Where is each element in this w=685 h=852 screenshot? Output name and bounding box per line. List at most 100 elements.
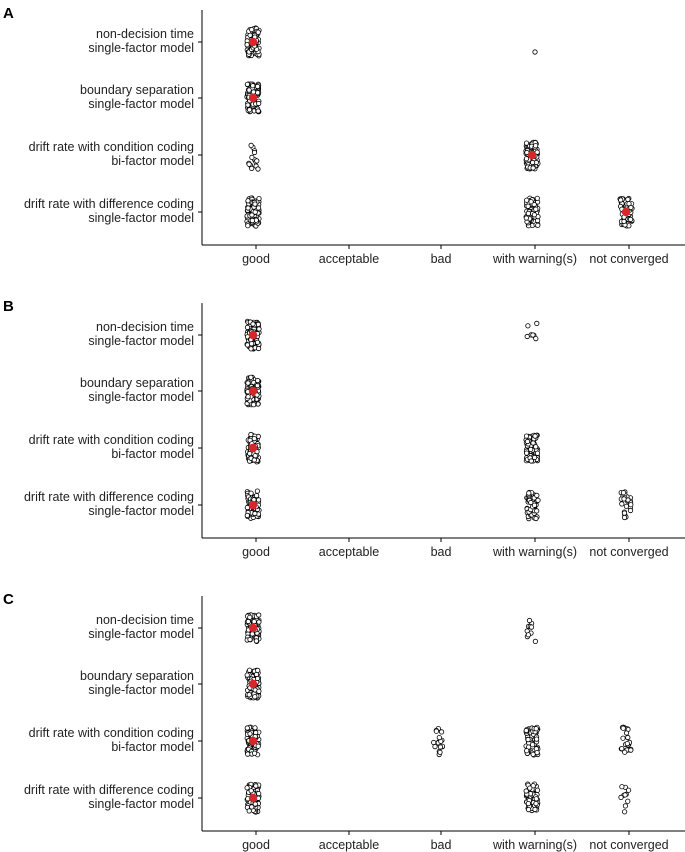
data-point	[523, 727, 529, 734]
data-point	[533, 206, 539, 212]
data-point	[619, 784, 625, 790]
y-tick-label: non-decision time	[96, 27, 194, 41]
data-point	[438, 729, 445, 735]
data-point	[531, 502, 538, 508]
data-point	[254, 339, 261, 345]
data-point	[255, 108, 261, 114]
data-point	[529, 742, 536, 748]
data-point	[249, 26, 255, 33]
data-point	[246, 692, 252, 698]
data-point	[620, 735, 626, 741]
y-tick-label: single-factor model	[88, 97, 194, 111]
data-point	[535, 222, 541, 228]
x-tick-label: not converged	[589, 838, 668, 852]
data-point	[252, 725, 258, 731]
data-point	[245, 618, 251, 625]
mean-marker	[248, 37, 258, 47]
x-tick-label: with warning(s)	[492, 838, 577, 852]
data-point	[254, 158, 260, 164]
x-tick-label: acceptable	[319, 545, 380, 559]
data-point	[532, 433, 538, 439]
panel-label: A	[3, 5, 14, 22]
data-point	[255, 377, 261, 384]
data-point	[251, 618, 257, 625]
data-point	[249, 631, 255, 637]
data-point	[254, 488, 260, 494]
data-point	[619, 746, 625, 752]
data-point	[533, 335, 539, 342]
data-point	[252, 201, 258, 207]
data-point	[525, 801, 532, 807]
data-point	[256, 326, 262, 332]
data-point	[255, 29, 261, 35]
x-tick-label: good	[242, 252, 270, 266]
data-point	[251, 436, 257, 442]
x-tick-label: bad	[431, 838, 452, 852]
data-point	[534, 492, 540, 498]
data-point	[523, 450, 530, 456]
data-point	[246, 87, 252, 93]
data-point	[625, 787, 632, 793]
data-point	[247, 667, 253, 673]
data-point	[627, 507, 634, 514]
y-tick-label: non-decision time	[96, 320, 194, 334]
data-point	[255, 90, 261, 96]
data-point	[618, 794, 624, 800]
data-point	[532, 49, 538, 55]
data-point	[530, 165, 536, 171]
mean-marker	[248, 736, 258, 746]
data-point	[245, 380, 251, 386]
data-point	[245, 198, 251, 204]
data-point	[528, 458, 534, 464]
data-point	[255, 743, 261, 749]
data-point	[531, 212, 538, 218]
data-point	[533, 796, 539, 802]
x-tick-label: acceptable	[319, 838, 380, 852]
x-tick-label: with warning(s)	[492, 545, 577, 559]
x-tick-label: acceptable	[319, 252, 380, 266]
data-point	[534, 750, 540, 756]
data-point	[622, 803, 629, 809]
x-tick-label: bad	[431, 252, 452, 266]
panel-label: B	[3, 298, 14, 315]
data-point	[247, 451, 253, 457]
y-tick-label: single-factor model	[88, 390, 194, 404]
y-tick-label: single-factor model	[88, 211, 194, 225]
x-tick-label: with warning(s)	[492, 252, 577, 266]
data-point	[253, 638, 259, 644]
data-point	[255, 166, 261, 172]
data-point	[256, 612, 262, 618]
data-point	[528, 199, 534, 205]
data-point	[628, 747, 634, 753]
data-point	[244, 505, 250, 511]
data-point	[623, 730, 630, 736]
data-point	[249, 165, 255, 171]
data-point	[627, 216, 634, 222]
data-point	[528, 446, 534, 452]
data-point	[244, 324, 251, 331]
data-point	[436, 735, 442, 741]
data-point	[533, 726, 539, 732]
y-tick-label: boundary separation	[80, 376, 194, 390]
data-point	[525, 632, 532, 638]
mean-marker	[248, 793, 258, 803]
data-point	[256, 100, 262, 107]
data-point	[252, 801, 258, 807]
y-tick-label: single-factor model	[88, 504, 194, 518]
data-point	[248, 431, 254, 438]
y-tick-label: bi-factor model	[111, 740, 194, 754]
data-point	[625, 196, 631, 202]
data-point	[247, 636, 253, 643]
data-point	[628, 204, 634, 211]
data-point	[531, 201, 537, 208]
data-point	[532, 806, 538, 812]
y-tick-label: single-factor model	[88, 41, 194, 55]
data-point	[255, 675, 261, 682]
data-point	[250, 83, 256, 89]
data-point	[525, 807, 532, 813]
data-point	[528, 624, 535, 630]
data-point	[431, 739, 437, 746]
